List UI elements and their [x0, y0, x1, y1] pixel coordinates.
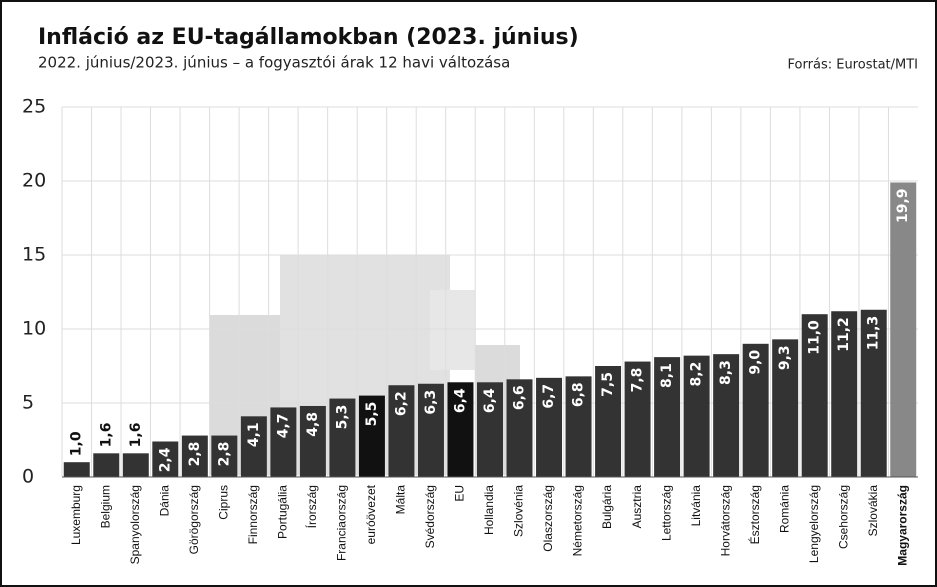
x-tick-label: Németország — [571, 485, 585, 556]
y-tick-label: 5 — [22, 392, 34, 414]
value-label: 11,0 — [807, 320, 823, 355]
value-label: 11,2 — [836, 317, 852, 352]
value-label: 11,3 — [866, 316, 882, 351]
value-label: 7,5 — [600, 372, 616, 397]
value-label: 8,2 — [689, 362, 705, 387]
x-tick-label: Szlovákia — [866, 485, 880, 537]
y-tick-label: 20 — [22, 170, 46, 192]
x-tick-label: Hollandia — [482, 485, 496, 535]
chart-title: Infláció az EU-tagállamokban (2023. júni… — [38, 25, 579, 50]
x-tick-label: Írország — [304, 485, 319, 528]
x-tick-label: Olaszország — [541, 485, 555, 552]
value-label: 1,6 — [128, 423, 144, 448]
value-label: 6,7 — [541, 384, 557, 409]
x-tick-label: Románia — [777, 485, 791, 533]
value-label: 9,3 — [777, 345, 793, 370]
x-tick-label: Bulgária — [600, 485, 614, 529]
x-tick-label: Szlovénia — [512, 485, 526, 537]
value-label: 6,3 — [423, 390, 439, 415]
value-label: 6,8 — [571, 382, 587, 407]
bar — [64, 462, 90, 477]
y-tick-label: 10 — [22, 318, 46, 340]
x-tick-label: Dánia — [157, 485, 171, 517]
value-label: 5,3 — [334, 405, 350, 430]
source: Forrás: Eurostat/MTI — [788, 58, 918, 73]
x-tick-label: Finnország — [246, 485, 260, 544]
value-label: 8,1 — [659, 363, 675, 388]
chart-subtitle: 2022. június/2023. június – a fogyasztói… — [38, 54, 510, 72]
x-tick-label: Ciprus — [217, 485, 231, 520]
x-tick-label: Portugália — [276, 485, 290, 539]
x-tick-label: euróövezet — [364, 484, 378, 544]
x-tick-label: Észtország — [747, 485, 762, 544]
x-tick-label: Belgium — [98, 485, 112, 528]
y-tick-label: 0 — [22, 466, 34, 488]
value-label: 6,4 — [482, 388, 498, 413]
value-label: 4,7 — [275, 413, 291, 438]
chart: Infláció az EU-tagállamokban (2023. júni… — [0, 0, 937, 587]
value-label: 7,8 — [630, 368, 646, 393]
x-tick-label: Csehország — [836, 485, 850, 549]
x-tick-label: Litvánia — [689, 485, 703, 527]
bar — [93, 453, 119, 477]
value-label: 4,8 — [305, 412, 321, 437]
value-label: 1,6 — [98, 423, 114, 448]
y-tick-label: 25 — [22, 96, 46, 118]
value-label: 1,0 — [69, 431, 85, 456]
value-label: 8,3 — [718, 360, 734, 385]
value-label: 4,1 — [246, 422, 262, 447]
x-tick-label: Málta — [394, 485, 408, 515]
value-label: 9,0 — [748, 350, 764, 375]
value-label: 19,9 — [895, 188, 911, 223]
value-label: 2,8 — [216, 442, 232, 467]
bar — [123, 453, 149, 477]
x-tick-label: Lengyelország — [807, 485, 821, 563]
value-label: 2,8 — [187, 442, 203, 467]
value-label: 6,2 — [393, 391, 409, 416]
bar — [890, 182, 916, 477]
value-label: 6,6 — [512, 385, 528, 410]
x-tick-label: Görögország — [187, 485, 201, 554]
x-tick-label: Spanyolország — [128, 485, 142, 564]
x-tick-label: Lettország — [659, 485, 673, 541]
x-tick-label: Luxemburg — [69, 485, 83, 545]
x-tick-label: Svédország — [423, 485, 437, 548]
x-tick-label: EU — [453, 485, 467, 502]
value-label: 5,5 — [364, 402, 380, 427]
value-label: 6,4 — [452, 388, 468, 413]
x-tick-label: Ausztria — [630, 485, 644, 529]
x-tick-label: Magyarország — [895, 485, 909, 566]
x-tick-label: Franciaország — [335, 485, 349, 561]
x-tick-label: Horvátország — [718, 485, 732, 556]
value-label: 2,4 — [157, 447, 173, 472]
y-tick-label: 15 — [22, 244, 46, 266]
